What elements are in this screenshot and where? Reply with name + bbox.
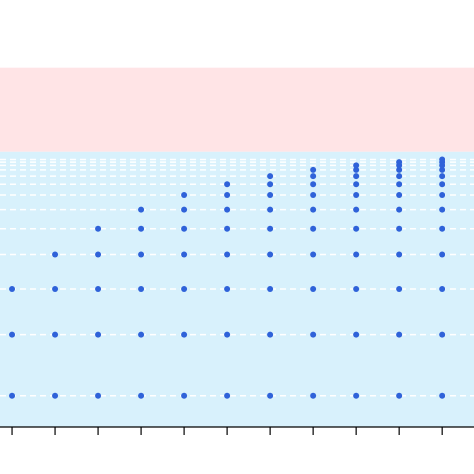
point: [138, 206, 145, 213]
point: [267, 173, 274, 180]
point: [353, 206, 360, 213]
point: [310, 251, 317, 258]
point: [267, 331, 274, 338]
point: [310, 166, 317, 173]
point: [396, 173, 403, 180]
point: [353, 286, 360, 293]
point: [138, 392, 145, 399]
point: [439, 191, 446, 198]
point: [353, 251, 360, 258]
point: [138, 225, 145, 232]
point: [138, 251, 145, 258]
point: [439, 181, 446, 188]
point: [396, 225, 403, 232]
point: [310, 173, 317, 180]
point: [439, 286, 446, 293]
point: [95, 392, 102, 399]
point: [396, 159, 403, 166]
point: [138, 286, 145, 293]
point: [138, 331, 145, 338]
point: [181, 251, 188, 258]
point: [396, 166, 403, 173]
point: [267, 251, 274, 258]
point: [224, 181, 231, 188]
point: [353, 331, 360, 338]
point: [52, 286, 59, 293]
point: [396, 251, 403, 258]
point: [52, 392, 59, 399]
point: [396, 191, 403, 198]
point: [95, 331, 102, 338]
point: [267, 286, 274, 293]
point: [181, 191, 188, 198]
point: [224, 286, 231, 293]
point: [224, 251, 231, 258]
point: [267, 181, 274, 188]
point: [396, 331, 403, 338]
point: [9, 331, 16, 338]
point: [95, 286, 102, 293]
point: [353, 173, 360, 180]
point: [439, 206, 446, 213]
point: [267, 191, 274, 198]
point: [224, 225, 231, 232]
point: [267, 392, 274, 399]
point: [353, 166, 360, 173]
point: [267, 225, 274, 232]
point: [267, 206, 274, 213]
point: [224, 191, 231, 198]
point: [9, 286, 16, 293]
point: [353, 225, 360, 232]
point: [310, 331, 317, 338]
point: [396, 286, 403, 293]
point: [310, 392, 317, 399]
point: [439, 156, 446, 163]
point: [181, 206, 188, 213]
point: [310, 286, 317, 293]
point: [396, 206, 403, 213]
point: [310, 206, 317, 213]
point: [439, 225, 446, 232]
point: [353, 181, 360, 188]
point: [310, 181, 317, 188]
point: [439, 251, 446, 258]
point: [9, 392, 16, 399]
point: [224, 206, 231, 213]
point: [439, 392, 446, 399]
point: [396, 392, 403, 399]
point: [52, 251, 59, 258]
band: [0, 67, 474, 152]
point: [310, 225, 317, 232]
point: [181, 392, 188, 399]
point: [95, 225, 102, 232]
point: [353, 191, 360, 198]
point: [224, 331, 231, 338]
point: [181, 286, 188, 293]
point: [439, 331, 446, 338]
point: [52, 331, 59, 338]
point: [95, 251, 102, 258]
point: [224, 392, 231, 399]
point: [439, 173, 446, 180]
point: [310, 191, 317, 198]
point: [396, 181, 403, 188]
point: [181, 331, 188, 338]
point: [353, 392, 360, 399]
point: [353, 162, 360, 169]
point: [181, 225, 188, 232]
point: [439, 166, 446, 173]
